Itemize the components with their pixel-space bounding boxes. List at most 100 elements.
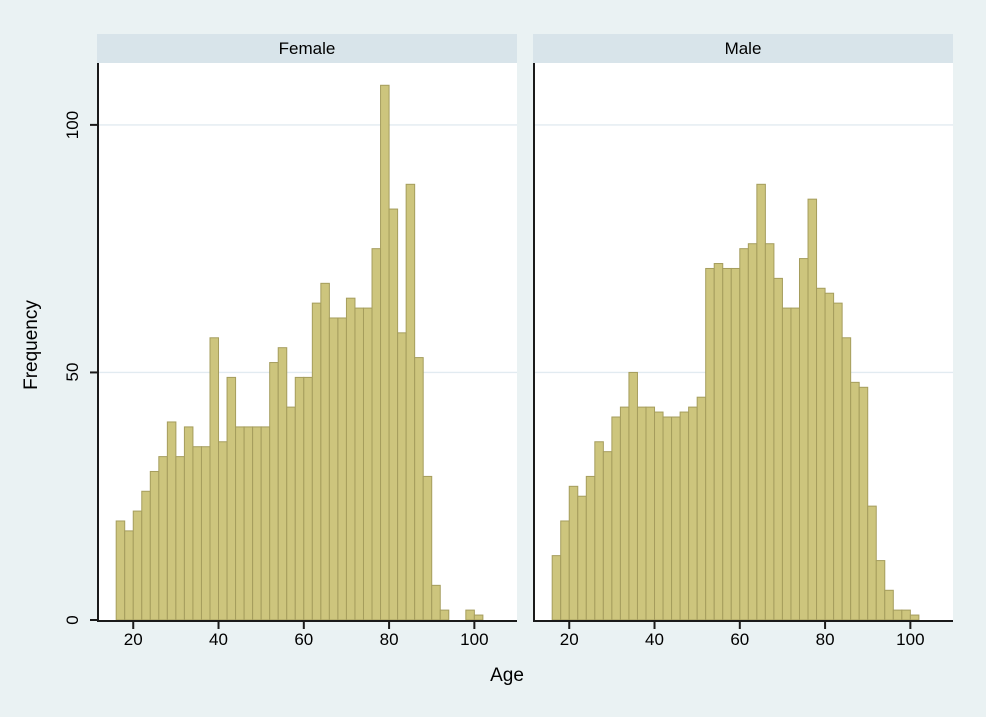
histogram-svg-male — [533, 63, 953, 629]
histogram-bar — [858, 386, 869, 621]
histogram-bar — [679, 411, 690, 621]
y-tick-label-0: 0 — [63, 615, 82, 625]
panel-header-male: Male — [533, 34, 953, 63]
x-tick-label-100: 100 — [460, 630, 489, 649]
histogram-bar — [132, 510, 143, 621]
histogram-bar — [243, 426, 254, 621]
histogram-bar — [850, 381, 860, 621]
histogram-bar — [841, 337, 852, 621]
histogram-bar — [286, 406, 296, 621]
histogram-bar — [833, 302, 843, 621]
histogram-bar — [371, 248, 382, 621]
x-tick-label-40: 40 — [645, 630, 664, 649]
histogram-bar — [798, 258, 809, 621]
histogram-bar — [124, 530, 134, 621]
histogram-bar — [636, 406, 647, 621]
histogram-bar — [807, 198, 818, 621]
histogram-bar — [397, 332, 407, 621]
histogram-bar — [577, 495, 587, 621]
panel-title-male: Male — [724, 38, 762, 58]
histogram-bar — [551, 555, 562, 621]
histogram-bar — [337, 317, 347, 621]
histogram-bar — [209, 337, 220, 621]
histogram-bar — [909, 614, 920, 621]
histogram-bar — [594, 441, 604, 621]
histogram-bar — [226, 376, 237, 621]
histogram-bar — [875, 560, 886, 621]
x-tick-label-60: 60 — [294, 630, 314, 649]
histogram-bar — [320, 282, 330, 621]
x-tick-label-80: 80 — [815, 630, 835, 649]
histogram-bar — [764, 243, 775, 621]
histogram-bar — [473, 614, 484, 621]
histogram-bar — [388, 208, 399, 621]
histogram-bar — [303, 376, 313, 621]
y-tick-label-50: 50 — [63, 362, 82, 382]
histogram-bar — [756, 183, 766, 621]
histogram-bar — [354, 307, 364, 621]
histogram-bar — [560, 520, 570, 621]
histogram-bar — [158, 456, 168, 621]
histogram-bar — [414, 357, 424, 621]
histogram-bar — [380, 84, 390, 621]
histogram-bar — [405, 183, 416, 621]
x-tick-label-20: 20 — [123, 630, 143, 649]
histogram-bar — [345, 297, 356, 621]
histogram-bar — [722, 267, 732, 621]
histogram-bar — [662, 416, 673, 621]
histogram-bar — [218, 441, 228, 621]
histogram-bar — [175, 456, 185, 621]
histogram-svg-female — [90, 63, 517, 629]
histogram-bar — [585, 475, 596, 621]
histogram-bar — [671, 416, 681, 621]
histogram-bar — [568, 485, 579, 621]
histogram-bar — [235, 426, 245, 621]
histogram-bar — [747, 243, 758, 621]
histogram-bar — [739, 248, 749, 621]
histogram-bar — [713, 263, 724, 621]
y-tick-label-100: 100 — [63, 110, 82, 140]
y-axis-title: Frequency — [21, 300, 42, 390]
histogram-bar — [611, 416, 621, 621]
histogram-bar — [688, 406, 698, 621]
histogram-bar — [892, 609, 903, 621]
histogram-bar — [260, 426, 271, 621]
histogram-bar — [781, 307, 792, 621]
histogram-bar — [884, 589, 894, 621]
histogram-bar — [141, 490, 151, 621]
histogram-bar — [790, 307, 800, 621]
x-tick-label-100: 100 — [896, 630, 925, 649]
histogram-bar — [115, 520, 126, 621]
histogram-bar — [277, 347, 288, 621]
histogram-bar — [269, 362, 279, 621]
histogram-bar — [824, 292, 835, 621]
x-tick-label-20: 20 — [559, 630, 579, 649]
histogram-bar — [465, 609, 475, 621]
histogram-bar — [730, 267, 741, 621]
histogram-bar — [166, 421, 177, 621]
histogram-bar — [252, 426, 262, 621]
histogram-bar — [628, 371, 638, 621]
histogram-bar — [311, 302, 322, 621]
x-axis-title: Age — [490, 665, 524, 686]
histogram-bar — [773, 277, 783, 621]
panel-header-female: Female — [97, 34, 517, 63]
histogram-bar — [619, 406, 630, 621]
histogram-bar — [192, 446, 202, 621]
x-tick-label-40: 40 — [209, 630, 228, 649]
histogram-bar — [328, 317, 339, 621]
histogram-bar — [705, 267, 715, 621]
panel-title-female: Female — [278, 38, 336, 58]
histogram-bar — [149, 470, 160, 621]
x-tick-label-80: 80 — [379, 630, 399, 649]
histogram-bar — [696, 396, 707, 621]
histogram-bar — [816, 287, 826, 621]
x-tick-label-60: 60 — [730, 630, 750, 649]
histogram-bar — [294, 376, 305, 621]
histogram-bar — [439, 609, 450, 621]
histogram-bar — [200, 446, 211, 621]
histogram-bar — [422, 475, 433, 621]
histogram-bar — [431, 584, 441, 621]
histogram-bar — [867, 505, 877, 621]
